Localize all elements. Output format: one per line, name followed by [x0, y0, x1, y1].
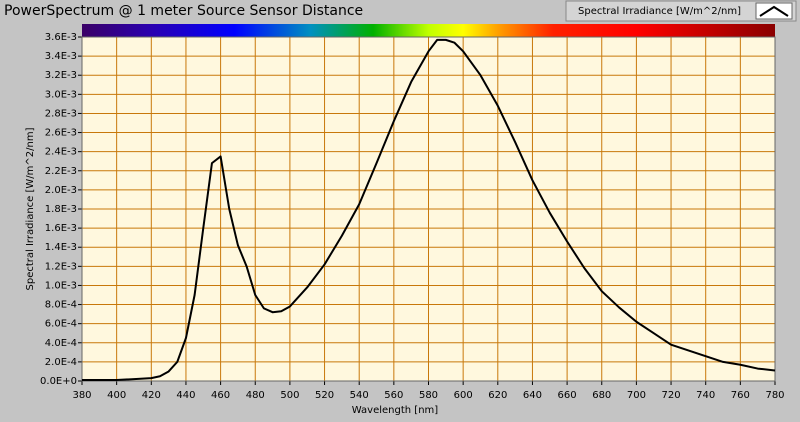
spectrum-bar [82, 24, 775, 37]
x-tick-label: 440 [176, 390, 195, 401]
chart-title: PowerSpectrum @ 1 meter Source Sensor Di… [4, 3, 363, 19]
x-tick-label: 700 [627, 390, 646, 401]
x-tick-label: 580 [419, 390, 438, 401]
y-tick-label: 3.0E-3 [45, 89, 77, 100]
series-line [82, 38, 776, 382]
y-tick-label: 2.2E-3 [45, 166, 77, 177]
y-tick-label: 1.6E-3 [45, 223, 77, 234]
y-tick-label: 0.0E+0 [40, 376, 77, 387]
y-tick-label: 1.0E-3 [45, 280, 77, 291]
x-tick-label: 380 [72, 390, 91, 401]
x-tick-label: 640 [523, 390, 542, 401]
y-tick-label: 4.0E-4 [45, 338, 77, 349]
x-tick-label: 480 [246, 390, 265, 401]
x-tick-label: 460 [211, 390, 230, 401]
y-tick-label: 2.0E-4 [45, 357, 77, 368]
y-tick-label: 3.6E-3 [45, 32, 77, 43]
legend-swatch [759, 5, 789, 17]
y-axis-label: Spectral Irradiance [W/m^2/nm] [25, 127, 36, 290]
x-tick-label: 780 [765, 390, 784, 401]
y-tick-label: 2.6E-3 [45, 128, 77, 139]
y-tick-label: 1.4E-3 [45, 242, 77, 253]
y-tick-label: 2.4E-3 [45, 147, 77, 158]
x-tick-label: 540 [350, 390, 369, 401]
x-tick-label: 520 [315, 390, 334, 401]
x-tick-label: 740 [696, 390, 715, 401]
y-tick-label: 1.8E-3 [45, 204, 77, 215]
x-tick-label: 560 [384, 390, 403, 401]
y-tick-label: 8.0E-4 [45, 300, 77, 311]
x-tick-label: 600 [454, 390, 473, 401]
x-tick-label: 500 [280, 390, 299, 401]
x-tick-label: 720 [662, 390, 681, 401]
legend-label: Spectral Irradiance [W/m^2/nm] [578, 6, 741, 17]
y-tick-label: 3.4E-3 [45, 51, 77, 62]
legend [565, 0, 797, 22]
plot-border [81, 36, 776, 382]
y-tick-label: 1.2E-3 [45, 261, 77, 272]
y-tick-label: 2.0E-3 [45, 185, 77, 196]
legend-swatch-box [755, 2, 793, 20]
y-tick-label: 3.2E-3 [45, 70, 77, 81]
x-tick-label: 760 [731, 390, 750, 401]
x-tick-label: 680 [592, 390, 611, 401]
x-tick-label: 420 [142, 390, 161, 401]
x-axis-label: Wavelength [nm] [352, 405, 438, 416]
y-tick-label: 2.8E-3 [45, 108, 77, 119]
y-tick-label: 6.0E-4 [45, 319, 77, 330]
x-tick-label: 660 [558, 390, 577, 401]
x-tick-label: 620 [488, 390, 507, 401]
x-tick-label: 400 [107, 390, 126, 401]
